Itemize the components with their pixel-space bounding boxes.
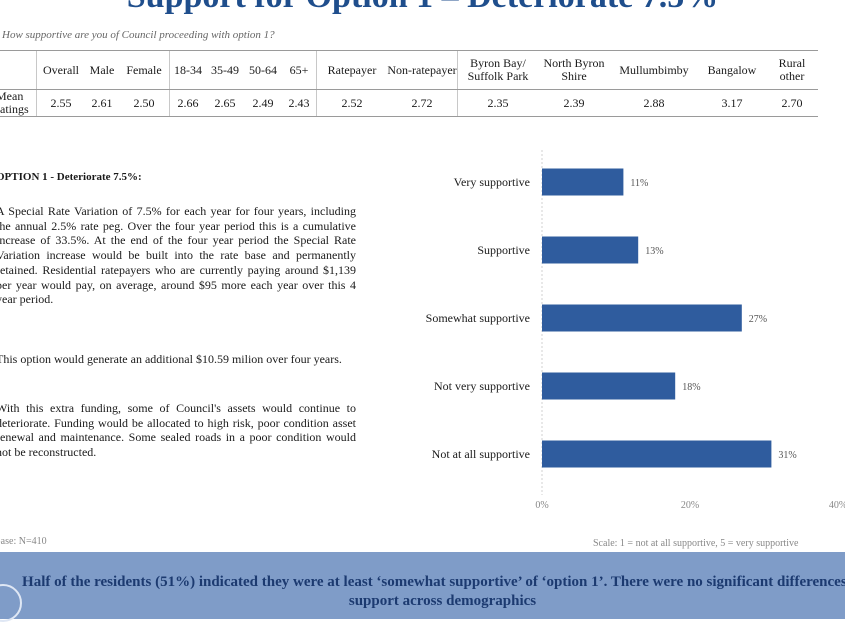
chart-data-label: 11% bbox=[630, 178, 648, 189]
summary-text: Half of the residents (51%) indicated th… bbox=[22, 574, 845, 609]
option-paragraph: This option would generate an additional… bbox=[0, 352, 342, 366]
col-header: Overall bbox=[36, 50, 85, 90]
chart-bar bbox=[542, 304, 742, 332]
col-header: 65+ bbox=[282, 50, 317, 90]
table-cell: 2.55 bbox=[36, 89, 85, 117]
chart-data-label: 13% bbox=[645, 246, 663, 257]
chart-category-label: Not very supportive bbox=[434, 379, 530, 393]
col-header: 35-49 bbox=[206, 50, 244, 90]
table-cell: 2.39 bbox=[538, 89, 610, 117]
col-header: Male bbox=[85, 50, 119, 90]
table-cell: 2.66 bbox=[169, 89, 206, 117]
chart-tick-label: 40% bbox=[829, 500, 845, 511]
chart-data-label: 18% bbox=[682, 382, 700, 393]
chart-bar bbox=[542, 236, 639, 264]
chart-data-label: 27% bbox=[749, 314, 767, 325]
col-header: Byron Bay/ Suffolk Park bbox=[457, 50, 538, 90]
table-cell: 2.70 bbox=[766, 89, 818, 117]
row-label: Mean ratings bbox=[0, 89, 37, 117]
support-bar-chart: Very supportive 11% Supportive 13% Somewhat … bbox=[426, 150, 845, 511]
col-header: Non-ratepayer bbox=[387, 50, 458, 90]
summary-banner bbox=[0, 552, 845, 619]
base-note: Base: N=410 bbox=[0, 536, 47, 547]
chart-tick-label: 20% bbox=[681, 500, 699, 511]
chart-bar bbox=[542, 372, 676, 400]
chart-category-label: Supportive bbox=[477, 243, 530, 257]
col-header: Female bbox=[119, 50, 170, 90]
table-row: Mean ratings 2.55 2.61 2.50 2.66 2.65 2.… bbox=[0, 89, 818, 117]
col-header: North Byron Shire bbox=[538, 50, 610, 90]
chart-bar bbox=[542, 440, 772, 468]
option-title: OPTION 1 - Deteriorate 7.5%: bbox=[0, 171, 142, 183]
chart-category-label: Very supportive bbox=[454, 175, 530, 189]
chart-tick-label: 0% bbox=[535, 500, 548, 511]
table-header-row: Overall Male Female 18-34 35-49 50-64 65… bbox=[0, 50, 818, 90]
table-cell: 2.50 bbox=[119, 89, 170, 117]
option-paragraph: With this extra funding, some of Council… bbox=[0, 401, 356, 460]
col-header: Bangalow bbox=[698, 50, 766, 90]
mean-ratings-table: Overall Male Female 18-34 35-49 50-64 65… bbox=[0, 50, 818, 117]
chart-category-label: Somewhat supportive bbox=[426, 311, 530, 325]
col-header: 18-34 bbox=[169, 50, 206, 90]
table-cell: 2.61 bbox=[85, 89, 119, 117]
table-cell: 2.35 bbox=[457, 89, 538, 117]
table-cell: 2.52 bbox=[316, 89, 387, 117]
survey-question: How supportive are you of Council procee… bbox=[2, 29, 275, 41]
col-header: Mullumbimby bbox=[610, 50, 698, 90]
table-cell: 2.88 bbox=[610, 89, 698, 117]
option-paragraph: A Special Rate Variation of 7.5% for eac… bbox=[0, 204, 356, 307]
scale-note: Scale: 1 = not at all supportive, 5 = ve… bbox=[593, 538, 799, 549]
page-title: Support for Option 1 – Deteriorate 7.5% bbox=[0, 0, 845, 16]
table-cell: 2.49 bbox=[244, 89, 282, 117]
col-header: 50-64 bbox=[244, 50, 282, 90]
table-cell: 2.72 bbox=[387, 89, 458, 117]
table-cell: 2.65 bbox=[206, 89, 244, 117]
chart-bar bbox=[542, 168, 624, 196]
col-header: Ratepayer bbox=[316, 50, 387, 90]
col-header: Rural other bbox=[766, 50, 818, 90]
chart-data-label: 31% bbox=[778, 450, 796, 461]
table-cell: 3.17 bbox=[698, 89, 766, 117]
chart-category-label: Not at all supportive bbox=[432, 447, 530, 461]
table-cell: 2.43 bbox=[282, 89, 317, 117]
